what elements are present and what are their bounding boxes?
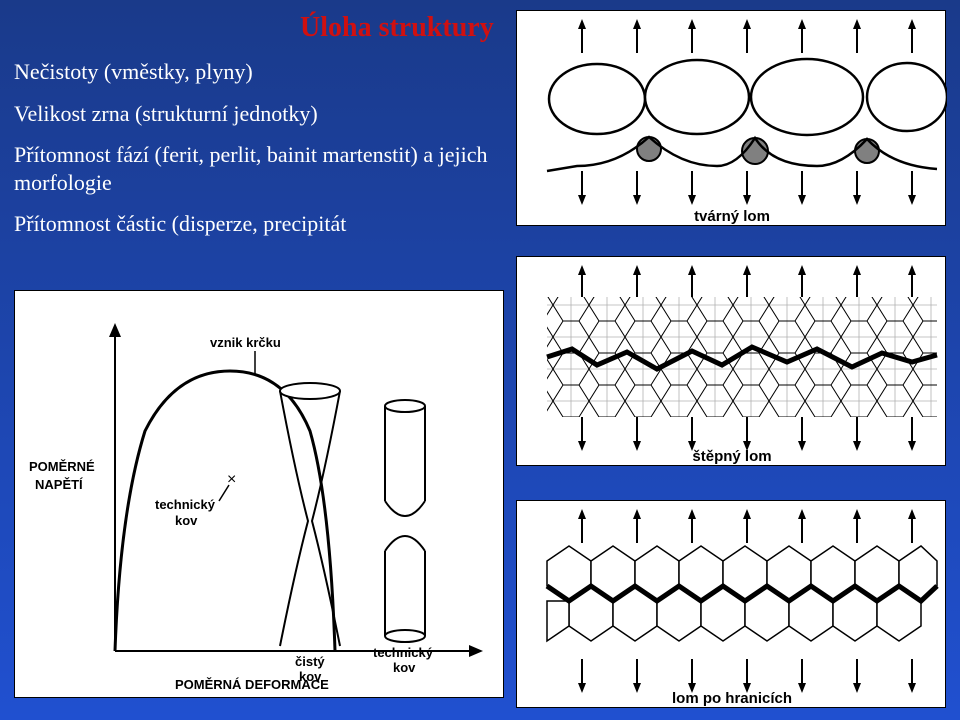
- graph-ylabel-1: POMĚRNÉ: [29, 459, 95, 474]
- figure-stress-strain: POMĚRNÉ NAPĚTÍ POMĚRNÁ DEFORMACE × vznik…: [14, 290, 504, 698]
- bullet-4: Přítomnost částic (disperze, precipitát: [14, 210, 494, 238]
- bullet-3: Přítomnost fází (ferit, perlit, bainit m…: [14, 141, 494, 196]
- graph-ylabel-2: NAPĚTÍ: [35, 477, 83, 492]
- bullet-1: Nečistoty (vměstky, plyny): [14, 58, 494, 86]
- figure-cleavage-label: štěpný lom: [692, 448, 771, 465]
- figure-ductile-label: tvárný lom: [694, 208, 770, 225]
- graph-annot-tech2b: kov: [393, 660, 416, 675]
- graph-annot-pure-a: čistý: [295, 654, 325, 669]
- figure-ductile-fracture: tvárný lom: [516, 10, 946, 226]
- graph-annot-tech1a: technický: [155, 497, 216, 512]
- figure-intergranular-label: lom po hranicích: [672, 690, 792, 707]
- graph-annot-tech1b: kov: [175, 513, 198, 528]
- graph-annot-necking: vznik krčku: [210, 335, 281, 350]
- bullet-list: Nečistoty (vměstky, plyny) Velikost zrna…: [14, 58, 494, 252]
- page-title: Úloha struktury: [300, 12, 494, 44]
- figure-intergranular-fracture: lom po hranicích: [516, 500, 946, 708]
- graph-annot-pure-b: kov: [299, 669, 322, 684]
- figure-cleavage-fracture: štěpný lom: [516, 256, 946, 466]
- graph-annot-tech2a: technický: [373, 645, 434, 660]
- bullet-2: Velikost zrna (strukturní jednotky): [14, 100, 494, 128]
